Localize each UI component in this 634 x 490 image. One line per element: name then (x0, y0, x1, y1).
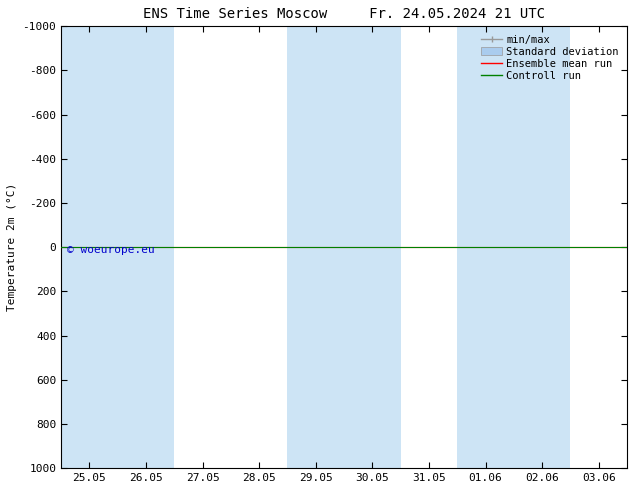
Bar (514, 26, 571, 468)
Bar (344, 26, 401, 468)
Bar (457, 26, 514, 468)
Text: © woeurope.eu: © woeurope.eu (67, 245, 155, 255)
Y-axis label: Temperature 2m (°C): Temperature 2m (°C) (7, 183, 17, 311)
Title: ENS Time Series Moscow     Fr. 24.05.2024 21 UTC: ENS Time Series Moscow Fr. 24.05.2024 21… (143, 7, 545, 21)
Bar (287, 26, 344, 468)
Legend: min/max, Standard deviation, Ensemble mean run, Controll run: min/max, Standard deviation, Ensemble me… (478, 31, 622, 84)
Bar (61, 26, 118, 468)
Bar (118, 26, 174, 468)
